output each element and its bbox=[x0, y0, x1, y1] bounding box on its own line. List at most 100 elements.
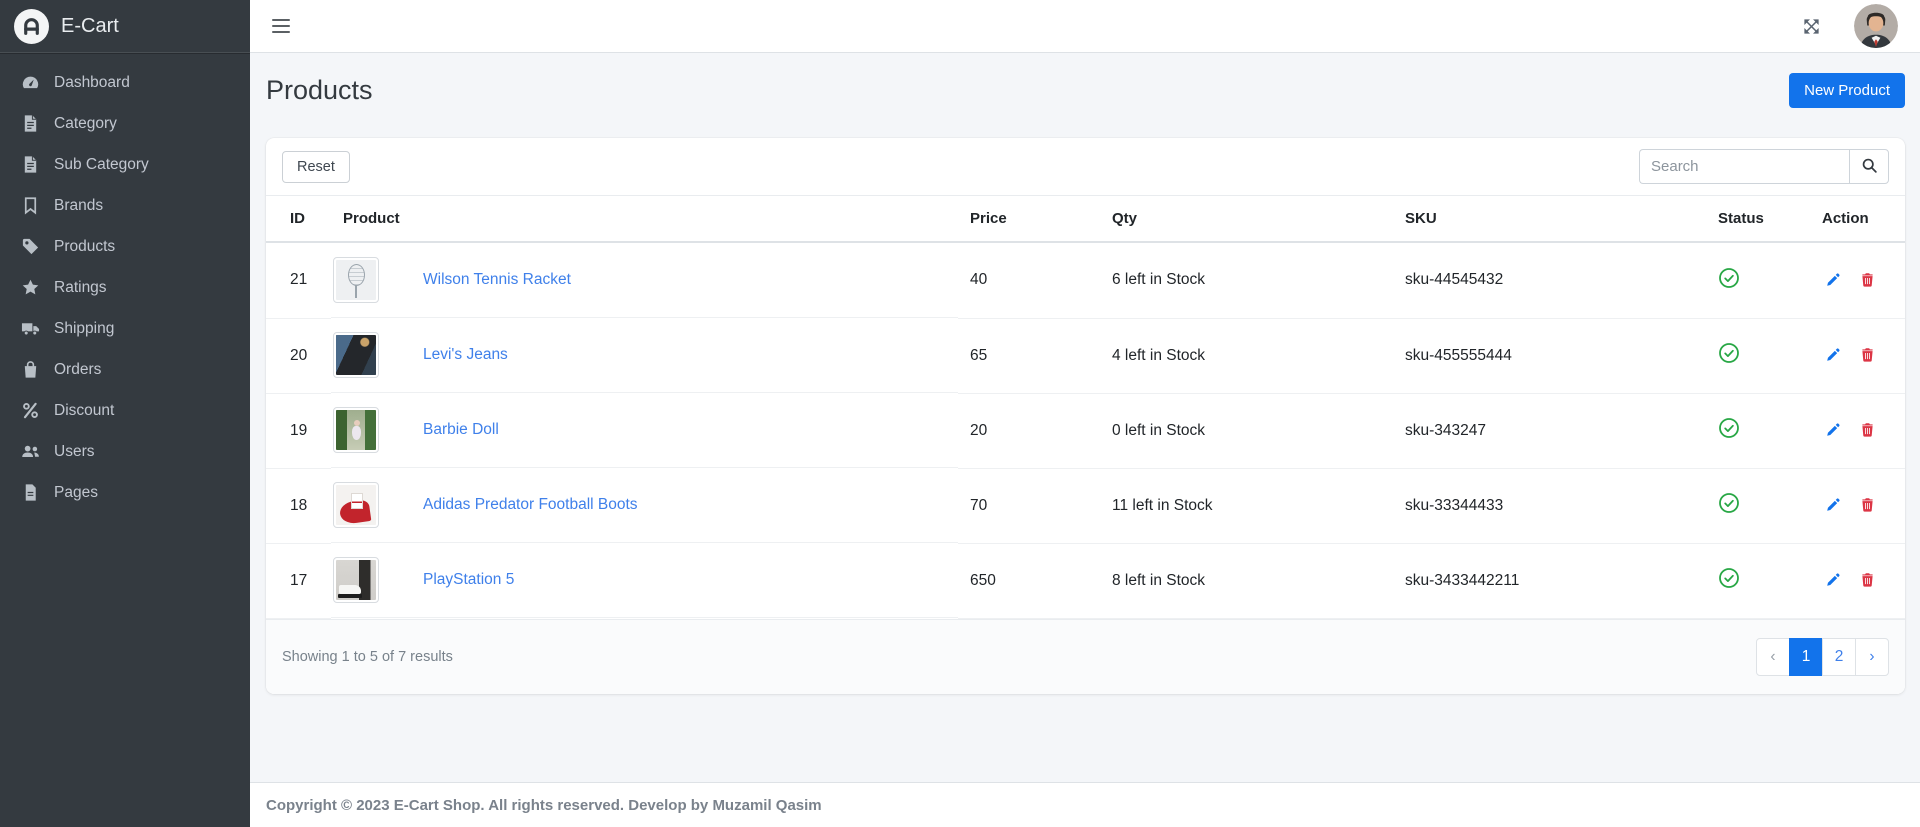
shopping-bag-icon bbox=[18, 360, 42, 380]
column-header-status: Status bbox=[1706, 196, 1810, 243]
sidebar-item-label: Sub Category bbox=[54, 155, 149, 173]
user-avatar[interactable] bbox=[1854, 4, 1898, 48]
product-id: 18 bbox=[266, 468, 331, 544]
results-summary: Showing 1 to 5 of 7 results bbox=[282, 648, 453, 665]
brand[interactable]: E-Cart bbox=[0, 0, 250, 53]
sidebar-item-label: Dashboard bbox=[54, 73, 130, 91]
product-qty: 6 left in Stock bbox=[1100, 242, 1393, 319]
product-sku: sku-44545432 bbox=[1393, 242, 1706, 319]
tag-icon bbox=[18, 237, 42, 257]
pencil-icon[interactable] bbox=[1822, 569, 1844, 591]
pencil-icon[interactable] bbox=[1822, 269, 1844, 291]
top-navbar bbox=[250, 0, 1920, 53]
sidebar-item-ratings[interactable]: Ratings bbox=[8, 267, 242, 308]
sidebar-item-shipping[interactable]: Shipping bbox=[8, 308, 242, 349]
new-product-button[interactable]: New Product bbox=[1789, 73, 1905, 108]
sidebar: E-Cart Dashboard Category Sub Category B… bbox=[0, 0, 250, 827]
column-header-sku: SKU bbox=[1393, 196, 1706, 243]
file-lines-icon bbox=[18, 114, 42, 134]
pencil-icon[interactable] bbox=[1822, 494, 1844, 516]
percent-icon bbox=[18, 401, 42, 421]
product-id: 19 bbox=[266, 393, 331, 469]
product-thumbnail bbox=[333, 557, 379, 603]
circle-check-icon[interactable] bbox=[1718, 342, 1740, 364]
product-id: 21 bbox=[266, 242, 331, 319]
page-title: Products bbox=[266, 75, 373, 105]
table-row: 21 Wilson Tennis Racket 40 6 left in Sto… bbox=[266, 242, 1905, 319]
truck-icon bbox=[18, 319, 42, 339]
sidebar-item-label: Discount bbox=[54, 401, 115, 419]
product-price: 65 bbox=[958, 318, 1100, 394]
product-price: 40 bbox=[958, 242, 1100, 319]
sidebar-item-label: Pages bbox=[54, 483, 98, 501]
product-thumbnail bbox=[333, 407, 379, 453]
product-price: 650 bbox=[958, 543, 1100, 619]
copyright-text: Copyright © 2023 E-Cart Shop. All rights… bbox=[266, 796, 822, 814]
product-qty: 0 left in Stock bbox=[1100, 393, 1393, 469]
products-table: ID Product Price Qty SKU Status Action 2… bbox=[266, 196, 1905, 619]
pencil-icon[interactable] bbox=[1822, 344, 1844, 366]
product-link[interactable]: Wilson Tennis Racket bbox=[423, 271, 571, 288]
product-thumbnail bbox=[333, 332, 379, 378]
product-price: 70 bbox=[958, 468, 1100, 544]
sidebar-item-category[interactable]: Category bbox=[8, 103, 242, 144]
table-row: 18 Adidas Predator Football Boots 70 11 … bbox=[266, 468, 1905, 544]
hamburger-icon[interactable] bbox=[266, 11, 296, 41]
product-qty: 8 left in Stock bbox=[1100, 543, 1393, 619]
gauge-icon bbox=[18, 73, 42, 93]
sidebar-item-users[interactable]: Users bbox=[8, 431, 242, 472]
trash-icon[interactable] bbox=[1856, 569, 1878, 591]
sidebar-item-discount[interactable]: Discount bbox=[8, 390, 242, 431]
sidebar-item-label: Brands bbox=[54, 196, 104, 214]
pagination-page-2-button[interactable]: 2 bbox=[1822, 637, 1856, 676]
sidebar-item-dashboard[interactable]: Dashboard bbox=[8, 62, 242, 103]
product-qty: 4 left in Stock bbox=[1100, 318, 1393, 394]
sidebar-item-brands[interactable]: Brands bbox=[8, 185, 242, 226]
column-header-qty: Qty bbox=[1100, 196, 1393, 243]
trash-icon[interactable] bbox=[1856, 494, 1878, 516]
circle-check-icon[interactable] bbox=[1718, 567, 1740, 589]
sidebar-nav: Dashboard Category Sub Category Brands P… bbox=[0, 53, 250, 522]
sidebar-item-sub-category[interactable]: Sub Category bbox=[8, 144, 242, 185]
sidebar-item-orders[interactable]: Orders bbox=[8, 349, 242, 390]
search-input[interactable] bbox=[1639, 149, 1849, 184]
circle-check-icon[interactable] bbox=[1718, 267, 1740, 289]
sidebar-item-products[interactable]: Products bbox=[8, 226, 242, 267]
search-button[interactable] bbox=[1849, 149, 1889, 184]
table-row: 17 PlayStation 5 650 8 left in Stock sku… bbox=[266, 543, 1905, 619]
trash-icon[interactable] bbox=[1856, 344, 1878, 366]
expand-arrows-icon[interactable] bbox=[1794, 9, 1828, 43]
pagination-next-button[interactable]: › bbox=[1855, 637, 1889, 676]
magnifier-icon bbox=[1861, 157, 1878, 177]
sidebar-item-label: Shipping bbox=[54, 319, 115, 337]
pagination: ‹ 1 2 › bbox=[1756, 637, 1889, 676]
product-sku: sku-3433442211 bbox=[1393, 543, 1706, 619]
app-logo-icon bbox=[14, 8, 49, 44]
product-link[interactable]: Adidas Predator Football Boots bbox=[423, 496, 638, 513]
trash-icon[interactable] bbox=[1856, 419, 1878, 441]
column-header-product: Product bbox=[331, 196, 958, 243]
product-link[interactable]: Barbie Doll bbox=[423, 421, 499, 438]
product-sku: sku-343247 bbox=[1393, 393, 1706, 469]
circle-check-icon[interactable] bbox=[1718, 417, 1740, 439]
sidebar-item-pages[interactable]: Pages bbox=[8, 472, 242, 513]
circle-check-icon[interactable] bbox=[1718, 492, 1740, 514]
product-id: 17 bbox=[266, 543, 331, 619]
column-header-id: ID bbox=[266, 196, 331, 243]
sidebar-item-label: Ratings bbox=[54, 278, 107, 296]
pagination-page-1-button[interactable]: 1 bbox=[1789, 637, 1823, 676]
star-icon bbox=[18, 278, 42, 298]
users-icon bbox=[18, 442, 42, 462]
bookmark-icon bbox=[18, 196, 42, 216]
product-thumbnail bbox=[333, 257, 379, 303]
products-card: Reset bbox=[266, 138, 1905, 694]
trash-icon[interactable] bbox=[1856, 269, 1878, 291]
reset-button[interactable]: Reset bbox=[282, 150, 350, 183]
sidebar-item-label: Category bbox=[54, 114, 117, 132]
product-link[interactable]: Levi's Jeans bbox=[423, 346, 508, 363]
pagination-prev-button[interactable]: ‹ bbox=[1756, 637, 1790, 676]
pencil-icon[interactable] bbox=[1822, 419, 1844, 441]
product-link[interactable]: PlayStation 5 bbox=[423, 571, 515, 588]
product-price: 20 bbox=[958, 393, 1100, 469]
file-lines-icon bbox=[18, 155, 42, 175]
